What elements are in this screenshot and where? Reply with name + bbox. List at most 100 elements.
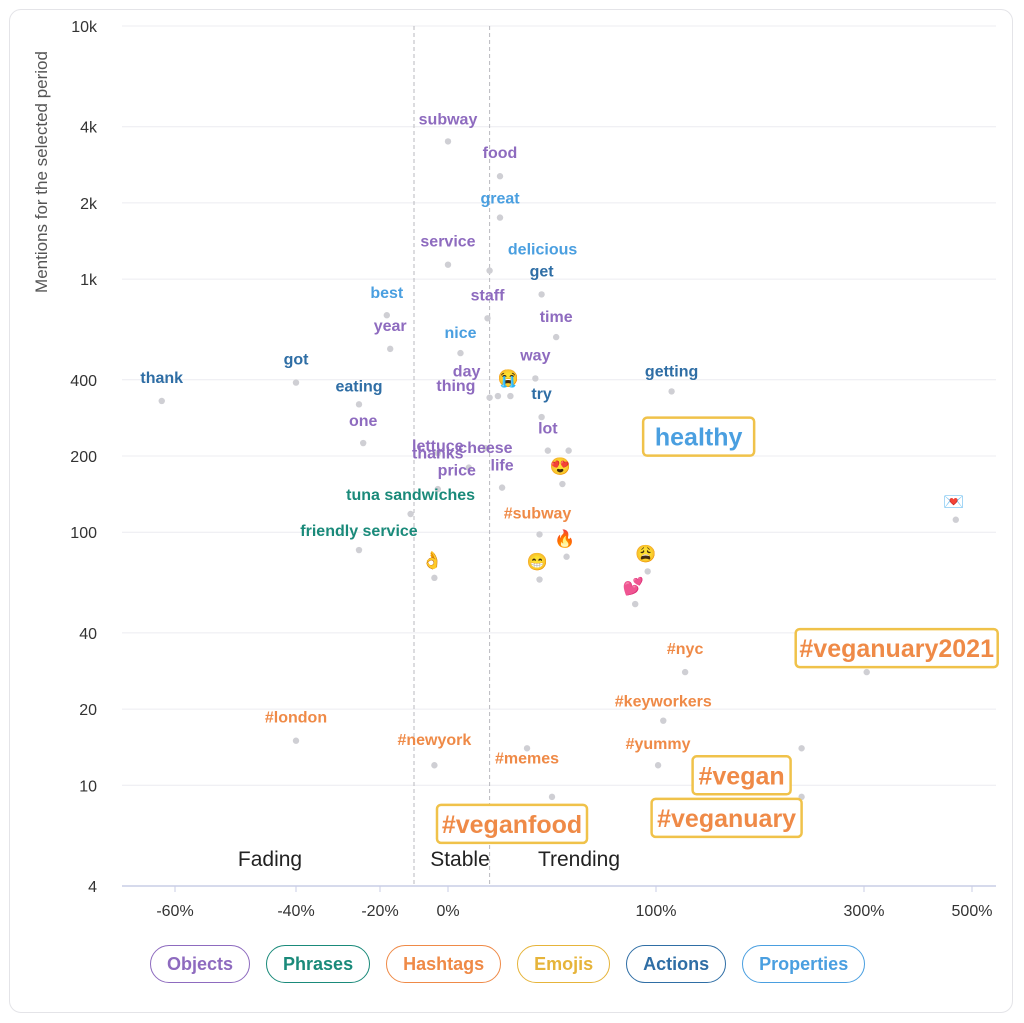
- data-point: [383, 312, 390, 319]
- term-label: way: [519, 347, 550, 364]
- legend-item-properties[interactable]: Properties: [742, 945, 866, 983]
- data-point: [496, 214, 504, 221]
- data-point: [484, 315, 491, 322]
- data-point: [444, 261, 452, 268]
- highlight-box: [794, 627, 999, 669]
- highlighted-term: #veganuary: [657, 805, 796, 833]
- term-label: tuna sandwiches: [346, 487, 475, 504]
- data-point: [538, 413, 545, 421]
- data-point: [486, 394, 493, 401]
- term-label: great: [480, 191, 520, 208]
- term-label: eating: [335, 378, 382, 395]
- data-point: [494, 392, 502, 400]
- x-tick-label: 300%: [844, 903, 885, 920]
- data-point: [292, 379, 300, 386]
- term-label: thing: [436, 378, 475, 395]
- highlight-box: [650, 797, 803, 839]
- highlight-box: [641, 416, 756, 457]
- data-point: [407, 510, 414, 518]
- term-label: food: [483, 145, 518, 162]
- zone-label-fading: Fading: [238, 848, 302, 871]
- data-point: [863, 668, 870, 676]
- data-point: [668, 388, 675, 395]
- legend: Objects Phrases Hashtags Emojis Actions …: [150, 943, 870, 985]
- legend-label: Actions: [643, 953, 710, 974]
- term-label: one: [349, 413, 378, 430]
- y-tick-label: 2k: [80, 196, 98, 213]
- data-point: [544, 447, 552, 454]
- legend-label: Emojis: [534, 953, 594, 974]
- legend-item-hashtags[interactable]: Hashtags: [386, 945, 502, 983]
- legend-item-emojis[interactable]: Emojis: [517, 945, 611, 983]
- legend-label: Objects: [167, 953, 234, 974]
- y-tick-label: 10: [79, 778, 97, 795]
- data-point: [498, 484, 506, 491]
- legend-item-objects[interactable]: Objects: [150, 945, 251, 983]
- highlighted-term: #vegan: [699, 762, 785, 790]
- term-label: thank: [140, 370, 183, 387]
- legend-label: Phrases: [283, 953, 354, 974]
- data-point: [387, 345, 394, 353]
- legend-item-phrases[interactable]: Phrases: [266, 945, 371, 983]
- emoji-label: 👌: [422, 551, 443, 570]
- zone-label-trending: Trending: [538, 848, 620, 871]
- term-label: #keyworkers: [615, 694, 712, 711]
- term-label: year: [374, 318, 407, 335]
- term-label: lettuce: [412, 438, 464, 455]
- x-tick-label: 100%: [636, 903, 677, 920]
- term-label: friendly service: [300, 523, 418, 540]
- highlighted-term: #veganuary2021: [799, 635, 994, 663]
- y-tick-label: 4: [88, 879, 97, 896]
- data-point: [444, 138, 452, 145]
- emoji-label: 😭: [498, 369, 519, 388]
- y-tick-label: 100: [70, 525, 97, 542]
- term-label: #yummy: [626, 736, 691, 753]
- term-label: #newyork: [397, 732, 471, 749]
- data-point: [158, 397, 165, 405]
- emoji-label: 💕: [623, 576, 644, 596]
- data-point: [457, 349, 464, 357]
- term-label: try: [531, 386, 552, 403]
- highlight-box: [435, 803, 589, 845]
- term-label: #london: [265, 710, 327, 727]
- highlighted-term: #veganfood: [442, 811, 582, 839]
- data-point: [632, 600, 639, 608]
- term-label: cheese: [458, 440, 512, 457]
- x-tick-label: 500%: [952, 903, 993, 920]
- y-tick-label: 20: [79, 702, 97, 719]
- data-point: [292, 737, 300, 744]
- data-point: [486, 267, 493, 274]
- x-tick-label: 0%: [436, 903, 459, 920]
- data-point: [559, 480, 566, 488]
- zone-label-stable: Stable: [430, 848, 490, 871]
- term-label: subway: [419, 111, 478, 128]
- y-tick-label: 40: [79, 626, 97, 643]
- emoji-label: 🔥: [554, 529, 575, 549]
- data-point: [654, 762, 662, 769]
- legend-label: Hashtags: [403, 953, 485, 974]
- emoji-label: 😍: [550, 457, 571, 476]
- x-tick-label: -40%: [277, 903, 314, 920]
- term-label: thanks: [412, 445, 464, 462]
- data-point: [798, 745, 805, 752]
- term-label: best: [370, 285, 404, 302]
- data-point: [431, 574, 438, 582]
- data-point: [681, 668, 689, 676]
- data-point: [431, 762, 438, 769]
- data-point: [496, 173, 504, 180]
- data-point: [360, 439, 367, 447]
- data-point: [507, 392, 514, 400]
- data-point: [538, 291, 545, 298]
- y-tick-label: 4k: [80, 120, 98, 137]
- term-label: delicious: [508, 242, 577, 259]
- data-point: [563, 553, 570, 560]
- chart-card: [9, 9, 1013, 1013]
- data-point: [552, 333, 560, 341]
- term-label: price: [438, 463, 476, 480]
- term-label: got: [284, 352, 310, 369]
- term-label: staff: [471, 287, 505, 304]
- y-tick-label: 200: [70, 449, 97, 466]
- legend-item-actions[interactable]: Actions: [626, 945, 727, 983]
- data-point: [523, 745, 531, 752]
